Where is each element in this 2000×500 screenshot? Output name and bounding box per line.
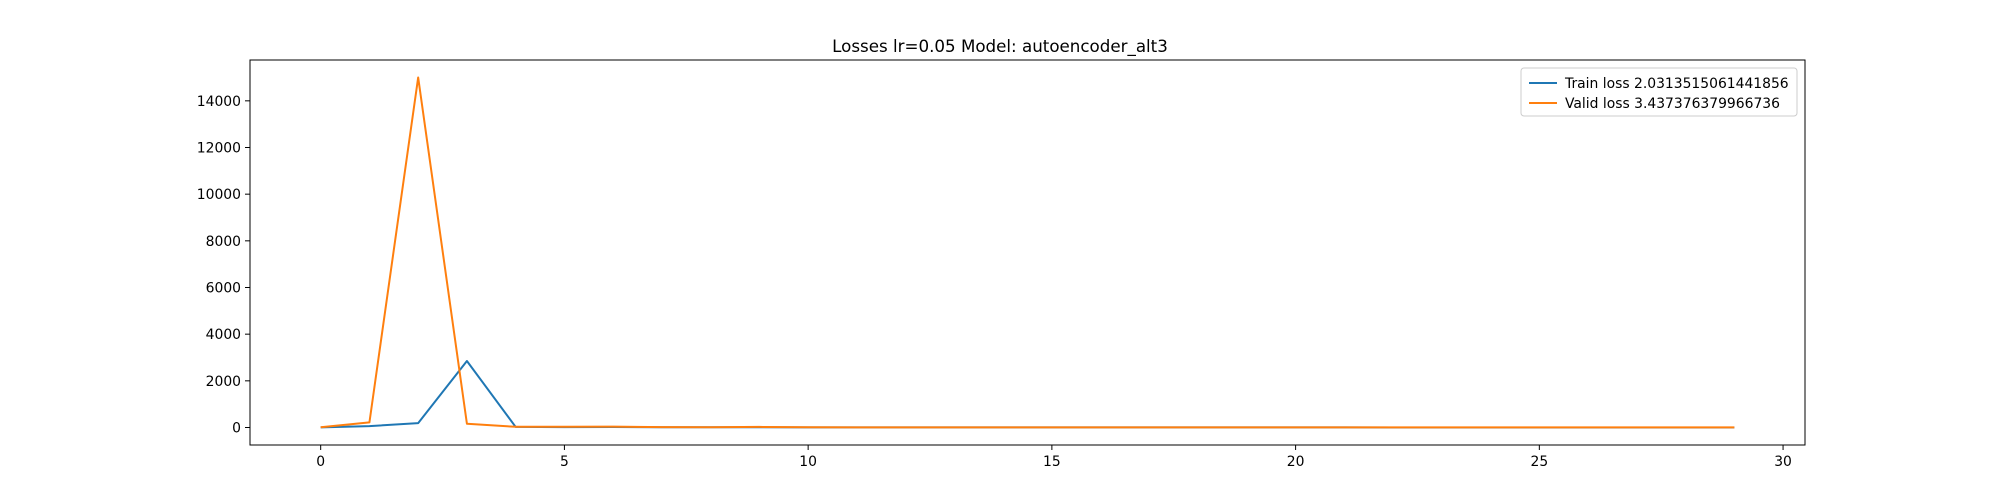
- y-tick-label: 2000: [206, 374, 241, 390]
- legend-label-train: Train loss 2.0313515061441856: [1564, 76, 1789, 92]
- series-line-valid: [320, 76, 1735, 429]
- y-tick-label: 10000: [197, 187, 241, 203]
- x-tick-label: 0: [316, 454, 325, 470]
- legend-box: [1520, 67, 1798, 117]
- x-tick-label: 20: [1287, 454, 1305, 470]
- y-tick-label: 14000: [197, 94, 241, 110]
- x-tick-label: 30: [1774, 454, 1792, 470]
- y-tick-label: 4000: [206, 327, 241, 343]
- x-axis: 0 5 10 15 20 25 30: [316, 445, 1792, 470]
- axes-frame: [249, 59, 1806, 446]
- y-tick-label: 0: [232, 421, 241, 437]
- x-tick-label: 25: [1530, 454, 1548, 470]
- legend: Train loss 2.0313515061441856 Valid loss …: [1520, 67, 1798, 117]
- y-tick-label: 6000: [206, 281, 241, 297]
- x-tick-label: 15: [1043, 454, 1061, 470]
- chart-title: Losses lr=0.05 Model: autoencoder_alt3: [832, 36, 1168, 57]
- x-tick-label: 5: [560, 454, 569, 470]
- plot-area: [320, 76, 1735, 429]
- y-axis: 0 2000 4000 6000 8000 10000 12000 14000: [197, 94, 250, 437]
- x-tick-label: 10: [799, 454, 817, 470]
- legend-label-valid: Valid loss 3.437376379966736: [1565, 96, 1780, 112]
- y-tick-label: 12000: [197, 141, 241, 157]
- y-tick-label: 8000: [206, 234, 241, 250]
